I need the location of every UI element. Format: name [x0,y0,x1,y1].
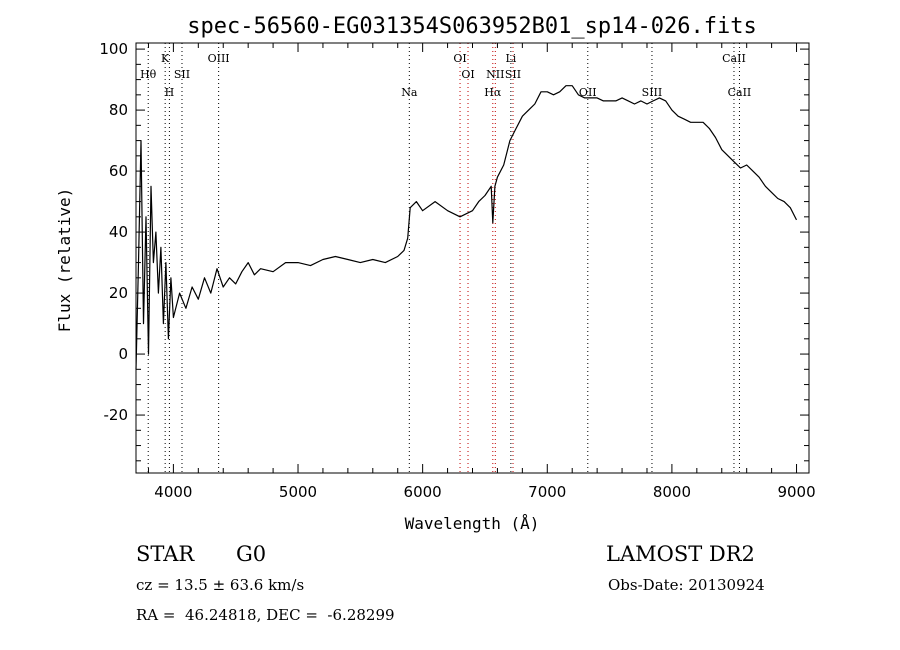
marker-label: OI [453,52,466,65]
marker-label: CaII [722,52,746,65]
marker-label: Li [505,52,516,65]
y-tick-label: 80 [109,101,128,119]
marker-label: K [161,52,170,65]
spectrum-series [135,85,798,370]
y-tick-label: 100 [99,40,128,58]
chart-title: spec-56560-EG031354S063952B01_sp14-026.f… [187,14,757,39]
marker-label: Na [401,86,418,99]
marker-label: Hθ [140,68,157,81]
y-tick-label: 40 [109,223,128,241]
x-tick-label: 7000 [528,483,566,501]
coordinates: RA = 46.24818, DEC = -6.28299 [136,606,395,624]
y-axis-label: Flux (relative) [55,188,74,333]
marker-label: SIII [642,86,663,99]
marker-label: OIII [208,52,230,65]
marker-label: NII [486,68,504,81]
y-tick-label: 20 [109,284,128,302]
object-class: STAR [136,542,195,566]
x-tick-label: 4000 [154,483,192,501]
marker-label: SII [174,68,190,81]
y-tick-label: 60 [109,162,128,180]
object-subclass: G0 [236,542,267,566]
spectrum-line-0 [135,85,798,370]
obs-date: Obs-Date: 20130924 [608,576,765,594]
axis-ticks: 4000 5000 6000 7000 8000 9000 -20 0 20 40 60 80 100 [99,40,815,501]
plot-frame [135,42,810,474]
survey-name: LAMOST DR2 [606,542,755,566]
x-tick-label: 9000 [777,483,815,501]
x-tick-label: 8000 [653,483,691,501]
y-tick-label: -20 [104,406,129,424]
x-axis-label: Wavelength (Å) [405,514,540,533]
x-tick-label: 6000 [404,483,442,501]
redshift-velocity: cz = 13.5 ± 63.6 km/s [136,576,305,594]
marker-label: CaII [728,86,752,99]
marker-label: OI [461,68,474,81]
y-tick-label: 0 [118,345,128,363]
marker-label: Hα [484,86,502,99]
marker-label: OII [579,86,597,99]
x-tick-label: 5000 [279,483,317,501]
marker-label: H [165,86,175,99]
marker-label: SII [505,68,521,81]
